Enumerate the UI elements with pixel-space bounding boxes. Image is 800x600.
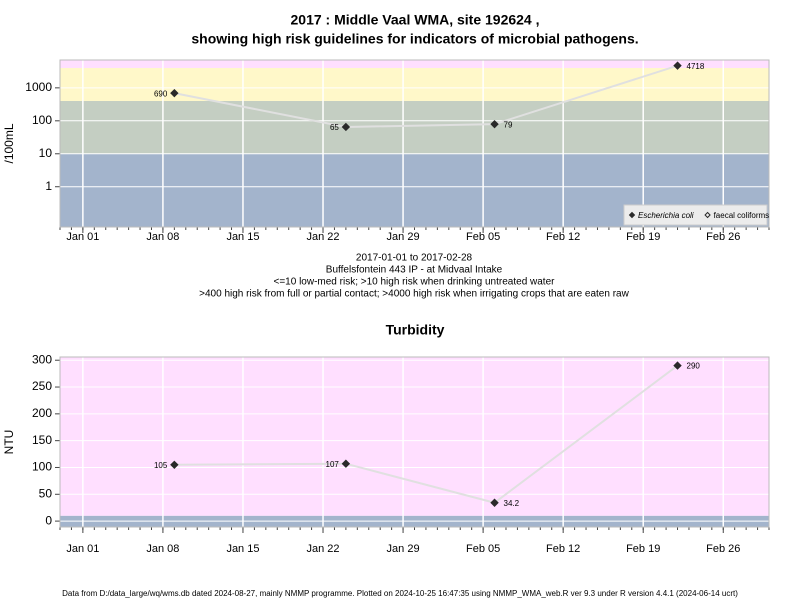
data-label: 690 <box>154 89 168 98</box>
x-tick-label: Jan 15 <box>226 231 259 243</box>
x-tick-label: Jan 22 <box>307 231 340 243</box>
data-label: 34.2 <box>504 499 520 508</box>
y-tick-label: 0 <box>45 513 52 527</box>
risk-band <box>60 100 769 154</box>
x-tick-label: Jan 08 <box>146 231 179 243</box>
chart-title: Turbidity <box>386 322 445 338</box>
x-tick-label: Feb 05 <box>466 543 500 555</box>
legend-box <box>623 204 768 226</box>
chart-title: showing high risk guidelines for indicat… <box>191 31 638 47</box>
x-tick-label: Feb 26 <box>706 543 740 555</box>
data-point <box>170 88 179 98</box>
y-tick-label: 1 <box>45 179 52 193</box>
plot-frame <box>59 59 770 228</box>
chart-title: 2017 : Middle Vaal WMA, site 192624 , <box>291 12 540 28</box>
x-tick-label: Jan 08 <box>146 543 179 555</box>
data-point <box>341 459 351 468</box>
series-line <box>174 64 678 128</box>
x-tick-label: Jan 29 <box>387 543 420 555</box>
data-label: 107 <box>326 460 340 469</box>
data-label: 65 <box>330 123 339 132</box>
risk-band <box>60 357 769 516</box>
data-point <box>490 498 499 507</box>
note: >400 high risk from full or partial cont… <box>199 289 629 300</box>
footer: Data from D:/data_large/wq/wms.db dated … <box>62 589 738 598</box>
y-tick-label: 100 <box>32 113 52 127</box>
x-tick-label: Jan 15 <box>226 543 259 555</box>
y-tick-label: 200 <box>32 406 52 420</box>
series-line <box>174 364 679 504</box>
y-tick-label: 300 <box>32 352 52 366</box>
data-label: 105 <box>154 461 168 470</box>
y-tick-label: 100 <box>32 460 52 474</box>
note: Buffelsfontein 443 IP - at Midvaal Intak… <box>326 265 503 276</box>
x-tick-label: Jan 01 <box>66 543 99 555</box>
y-tick-label: 1000 <box>25 80 52 94</box>
data-point <box>341 122 351 132</box>
data-label: 290 <box>687 362 701 371</box>
y-axis-label: /100mL <box>2 123 16 163</box>
x-tick-label: Feb 19 <box>626 231 660 243</box>
y-tick-label: 50 <box>39 486 53 500</box>
legend-label: faecal coliforms <box>714 211 770 220</box>
y-tick-label: 150 <box>32 433 52 447</box>
data-point <box>673 361 682 370</box>
y-axis-label: NTU <box>2 430 16 455</box>
data-point <box>170 460 179 469</box>
legend-marker <box>628 211 636 219</box>
x-tick-label: Jan 22 <box>307 543 340 555</box>
y-tick-label: 250 <box>32 379 52 393</box>
legend-label: Escherichia coli <box>638 211 694 220</box>
x-tick-label: Feb 19 <box>626 543 660 555</box>
x-tick-label: Feb 12 <box>546 543 580 555</box>
x-tick-label: Feb 26 <box>706 231 740 243</box>
data-label: 4718 <box>687 62 705 71</box>
x-tick-label: Jan 01 <box>66 231 99 243</box>
x-tick-label: Jan 29 <box>387 231 420 243</box>
y-tick-label: 10 <box>39 146 53 160</box>
data-label: 79 <box>504 120 513 129</box>
x-tick-label: Feb 12 <box>546 231 580 243</box>
note: <=10 low-med risk; >10 high risk when dr… <box>274 277 556 288</box>
data-point <box>673 61 682 70</box>
plot-frame <box>59 356 770 528</box>
legend-marker <box>704 211 711 219</box>
x-tick-label: Feb 05 <box>466 231 500 243</box>
note: 2017-01-01 to 2017-02-28 <box>356 253 473 264</box>
risk-band <box>60 60 769 69</box>
data-point <box>490 119 499 129</box>
